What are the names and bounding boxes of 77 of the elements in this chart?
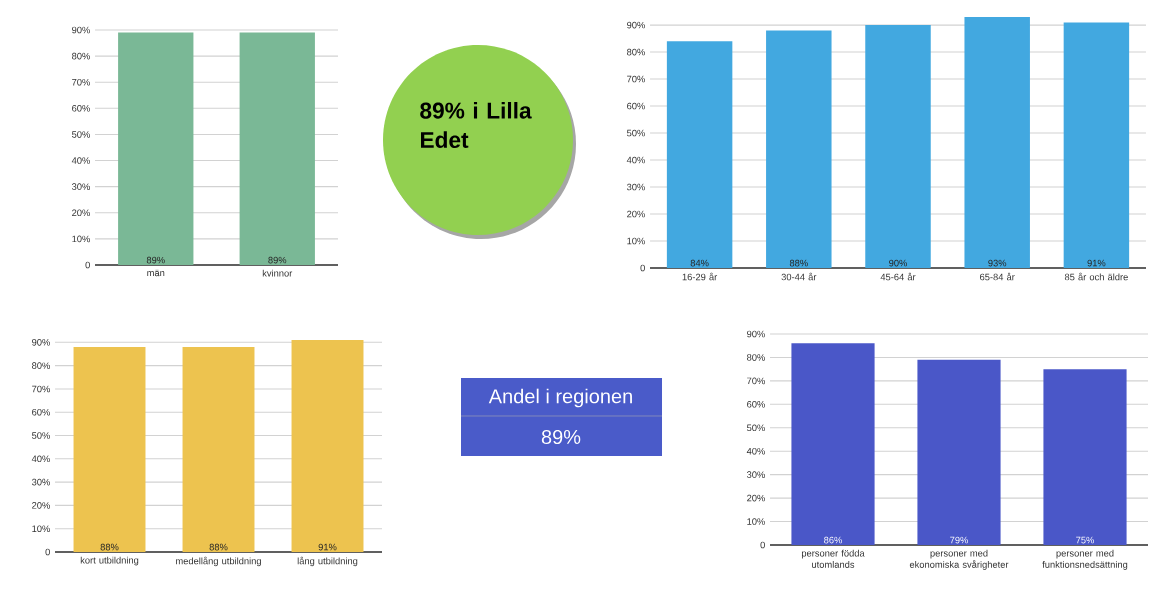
y-tick-label: 0 <box>85 261 90 269</box>
y-tick-label: 10% <box>72 235 90 243</box>
y-tick-label: 30% <box>31 478 50 486</box>
text: 89% <box>541 429 581 445</box>
bar <box>917 359 1001 545</box>
bar <box>791 343 875 545</box>
y-tick-label: 70% <box>747 377 765 385</box>
y-tick-label: 0 <box>45 548 50 556</box>
x-tick-label: 45-64 år <box>880 272 916 281</box>
bar <box>1043 369 1127 545</box>
data-label: 88% <box>789 259 808 267</box>
data-label: 75% <box>1076 536 1095 544</box>
data-label: 88% <box>100 543 119 551</box>
y-tick-label: 50% <box>71 131 90 138</box>
y-tick-label: 90% <box>72 26 90 34</box>
x-tick-label: kort utbildning <box>80 556 139 566</box>
y-tick-label: 20% <box>72 209 90 217</box>
y-tick-label: 80% <box>627 48 645 56</box>
data-label: 86% <box>824 536 843 544</box>
y-tick-label: 20% <box>627 210 645 218</box>
data-label: 90% <box>889 259 908 267</box>
y-tick-label: 30% <box>746 471 765 478</box>
y-tick-label: 40% <box>71 157 90 164</box>
y-tick-label: 90% <box>32 339 50 346</box>
y-tick-label: 40% <box>626 156 645 164</box>
y-tick-label: 0 <box>640 264 645 272</box>
bar <box>964 17 1030 268</box>
bar <box>766 30 832 268</box>
y-tick-label: 10% <box>747 518 765 525</box>
y-tick-label: 20% <box>32 502 50 509</box>
data-label: 79% <box>950 536 969 544</box>
y-tick-label: 10% <box>627 237 645 245</box>
data-label: 84% <box>690 259 709 267</box>
bar <box>1063 22 1130 268</box>
y-tick-label: 80% <box>72 52 90 60</box>
y-tick-label: 30% <box>626 183 645 191</box>
data-label: 91% <box>1087 259 1106 267</box>
data-label: 91% <box>318 543 337 551</box>
y-tick-label: 70% <box>72 78 90 86</box>
y-tick-label: 90% <box>747 330 765 338</box>
data-label: 88% <box>209 543 228 551</box>
text: 89% i Lilla Edet <box>420 102 532 148</box>
y-tick-label: 60% <box>32 408 50 416</box>
x-tick-label: 16-29 år <box>682 272 718 281</box>
x-tick-label: personer med funktionsnedsättning <box>1042 549 1128 570</box>
x-tick-label: 85 år och äldre <box>1064 272 1128 281</box>
y-tick-label: 0 <box>760 541 765 549</box>
y-tick-label: 40% <box>31 455 50 463</box>
x-tick-label: lång utbildning <box>297 556 358 567</box>
x-tick-label: medellång utbildning <box>176 556 261 567</box>
y-tick-label: 80% <box>32 362 50 369</box>
bar <box>666 41 733 268</box>
y-tick-label: 70% <box>32 385 50 393</box>
y-tick-label: 60% <box>627 102 645 110</box>
bar <box>865 25 931 268</box>
y-tick-label: 50% <box>626 129 645 137</box>
x-tick-label: kvinnor <box>262 269 293 277</box>
data-label: 89% <box>146 256 165 264</box>
data-label: 89% <box>268 256 287 264</box>
y-tick-label: 50% <box>32 432 50 439</box>
x-tick-label: män <box>147 269 165 277</box>
y-tick-label: 40% <box>746 447 765 455</box>
y-tick-label: 60% <box>747 401 765 408</box>
y-tick-label: 70% <box>627 75 645 83</box>
y-tick-label: 80% <box>747 354 765 361</box>
y-tick-label: 90% <box>627 21 645 29</box>
data-label: 93% <box>988 259 1007 267</box>
text: Andel i regionen <box>488 388 632 408</box>
x-tick-label: 30-44 år <box>781 272 817 281</box>
y-tick-label: 50% <box>746 424 765 432</box>
x-tick-label: 65-84 år <box>980 272 1015 281</box>
x-tick-label: personer med ekonomiska svårigheter <box>909 549 1009 570</box>
x-tick-label: personer födda utomlands <box>801 549 865 568</box>
y-tick-label: 30% <box>71 183 90 190</box>
y-tick-label: 10% <box>32 525 50 532</box>
y-tick-label: 60% <box>72 105 90 112</box>
y-tick-label: 20% <box>747 494 765 502</box>
